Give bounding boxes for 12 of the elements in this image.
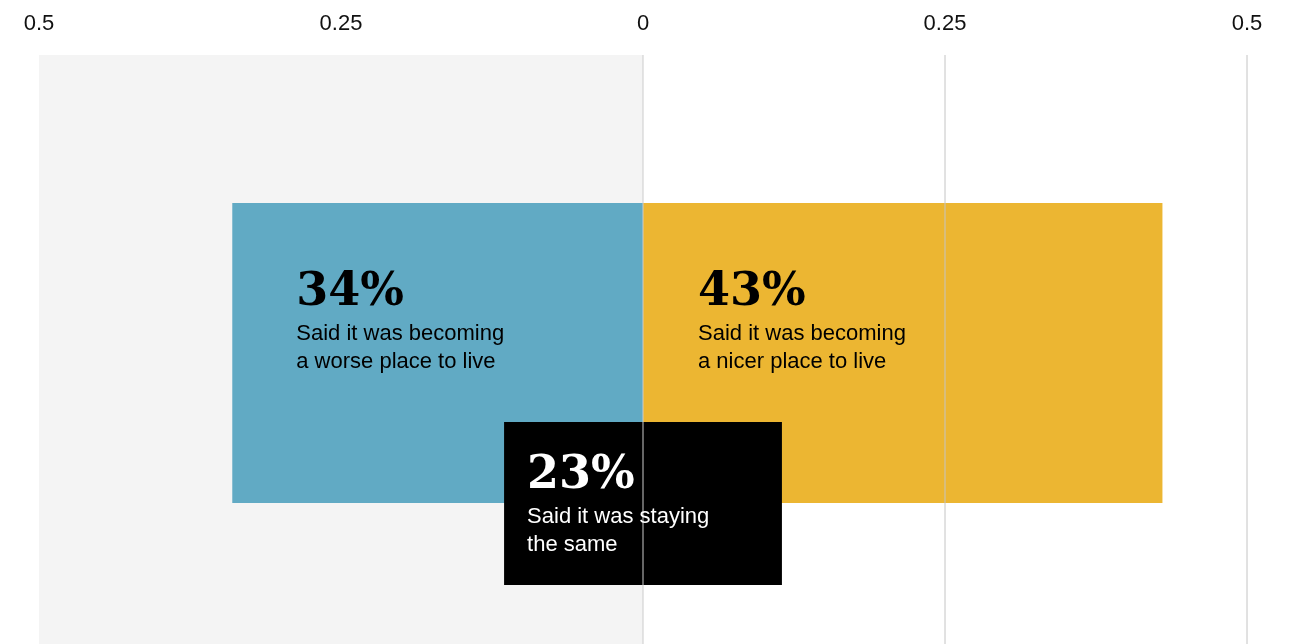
data-label: 43% [698, 262, 806, 316]
x-tick-label: 0 [636, 10, 650, 35]
series-label: Said it was staying the same [527, 503, 710, 556]
series-label: Said it was becoming a nicer place to live [698, 320, 906, 373]
x-tick-label: 0.5 [1231, 10, 1263, 35]
data-label: 23% [527, 445, 635, 499]
series-label: Said it was becoming a worse place to live [296, 320, 505, 373]
x-tick-label: 0.5 [23, 10, 55, 35]
bar [504, 422, 782, 585]
data-label: 34% [296, 262, 405, 316]
x-tick-label: 0.25 [319, 10, 363, 35]
x-tick-label: 0.25 [923, 10, 967, 35]
